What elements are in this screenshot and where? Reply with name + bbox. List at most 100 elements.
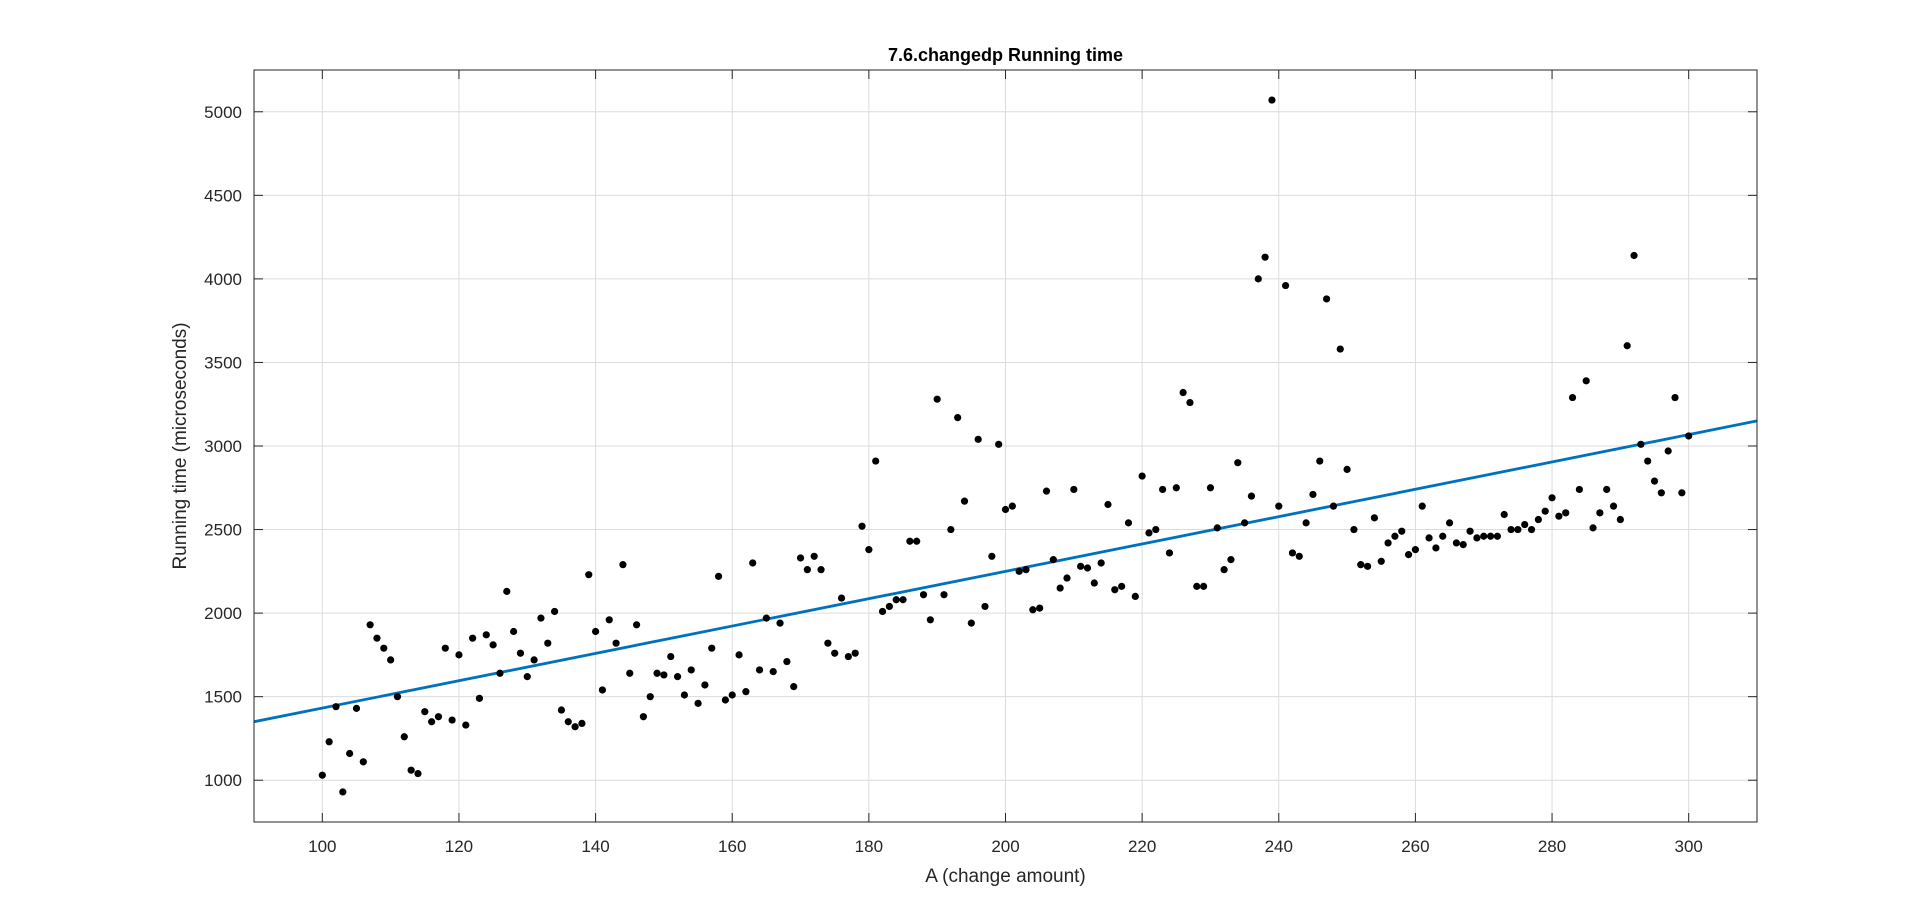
- data-point: [339, 788, 347, 796]
- data-point: [762, 614, 770, 622]
- data-point: [1159, 485, 1167, 494]
- data-point: [400, 733, 408, 741]
- data-point: [516, 649, 525, 657]
- data-point: [1008, 502, 1016, 510]
- data-point: [769, 668, 777, 676]
- data-point: [960, 497, 969, 505]
- data-point: [462, 721, 470, 729]
- data-point: [981, 602, 989, 611]
- data-point: [1507, 525, 1515, 534]
- data-point: [1650, 477, 1659, 485]
- data-point: [865, 546, 873, 554]
- data-point: [318, 771, 326, 779]
- data-point: [503, 587, 511, 595]
- data-point: [1295, 552, 1303, 560]
- data-point: [557, 706, 566, 714]
- data-point: [1145, 529, 1153, 537]
- data-point: [974, 435, 982, 443]
- data-point: [837, 594, 846, 602]
- data-point: [858, 522, 866, 530]
- data-point: [1589, 524, 1597, 532]
- y-tick-label: 5000: [204, 103, 242, 122]
- data-point: [919, 591, 928, 599]
- x-tick-label: 240: [1265, 837, 1293, 856]
- data-point: [1582, 377, 1590, 385]
- data-point: [1445, 519, 1454, 527]
- data-point: [1657, 489, 1665, 497]
- data-point: [1131, 592, 1139, 601]
- data-point: [523, 673, 531, 681]
- data-point: [585, 571, 593, 579]
- data-point: [803, 566, 811, 574]
- data-point: [667, 652, 675, 661]
- data-point: [1671, 393, 1679, 402]
- data-point: [1220, 566, 1228, 574]
- data-point: [346, 749, 354, 758]
- data-point: [1336, 345, 1344, 353]
- x-axis-label: A (change amount): [925, 866, 1086, 887]
- data-point: [1309, 490, 1317, 499]
- data-point: [694, 699, 702, 707]
- data-point: [1213, 524, 1221, 532]
- data-point: [482, 631, 490, 639]
- data-point: [564, 718, 572, 726]
- data-point: [660, 671, 668, 679]
- data-point: [1186, 398, 1194, 407]
- data-point: [810, 552, 818, 560]
- x-tick-label: 180: [855, 837, 883, 856]
- grid: [254, 70, 1757, 822]
- x-tick-label: 280: [1538, 837, 1566, 856]
- y-axis-label: Running time (microseconds): [170, 322, 191, 569]
- data-point: [1090, 579, 1098, 587]
- data-point: [1234, 459, 1242, 467]
- data-point: [393, 693, 402, 701]
- data-point: [933, 395, 941, 403]
- data-point: [448, 716, 456, 724]
- data-point: [1398, 527, 1406, 535]
- data-point: [796, 554, 805, 562]
- data-point: [1432, 544, 1440, 552]
- x-tick-label: 300: [1674, 837, 1702, 856]
- data-point: [1152, 525, 1160, 534]
- data-point: [1452, 539, 1460, 547]
- data-point: [721, 696, 729, 704]
- data-point: [387, 656, 395, 664]
- data-point: [817, 566, 825, 574]
- x-tick-label: 120: [445, 837, 473, 856]
- data-point: [612, 639, 620, 647]
- data-point: [1404, 551, 1413, 559]
- data-point: [1664, 447, 1672, 455]
- data-point: [359, 758, 367, 766]
- data-point: [728, 691, 736, 699]
- data-point: [380, 644, 388, 652]
- data-point: [1616, 515, 1624, 524]
- data-point: [872, 457, 880, 465]
- data-point: [544, 639, 552, 647]
- data-point: [967, 619, 975, 627]
- y-tick-label: 1000: [204, 771, 242, 790]
- data-point: [749, 559, 757, 567]
- data-point: [687, 666, 695, 674]
- data-point: [1036, 604, 1044, 612]
- data-point: [1172, 484, 1180, 492]
- data-point: [332, 703, 340, 711]
- data-point: [1288, 549, 1297, 557]
- data-point: [626, 669, 634, 677]
- y-tick-label: 3500: [204, 353, 242, 372]
- data-point: [434, 713, 443, 721]
- data-point: [1254, 275, 1262, 283]
- data-point: [441, 644, 449, 652]
- fit-line-layer: [253, 419, 1758, 724]
- data-point: [735, 651, 743, 659]
- data-point: [1466, 527, 1474, 535]
- data-point: [1247, 492, 1256, 500]
- data-point: [1541, 507, 1549, 515]
- data-points: [318, 96, 1693, 796]
- data-point: [1063, 574, 1071, 582]
- data-point: [1534, 515, 1542, 524]
- data-point: [551, 607, 559, 616]
- data-point: [407, 766, 415, 774]
- data-point: [1077, 562, 1085, 570]
- data-point: [530, 656, 538, 664]
